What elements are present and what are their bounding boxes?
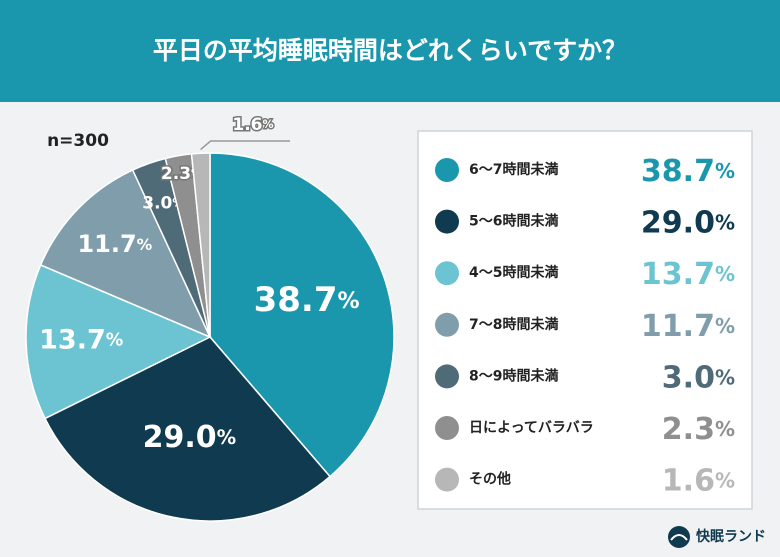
pie-slice (190, 152, 211, 338)
pie-slice (25, 264, 212, 420)
legend-swatch (435, 467, 459, 492)
value-label-part: % (217, 425, 237, 448)
legend-swatch (435, 416, 459, 440)
value-label-part: 29.0 (143, 419, 217, 454)
value-label: 13.7% (39, 324, 124, 355)
value-label: 29.0% (143, 419, 237, 454)
legend-swatch (435, 364, 459, 389)
legend-value-part: % (715, 313, 735, 337)
legend-value-part: % (715, 365, 735, 389)
chart-title: 平日の平均睡眠時間はどれくらいですか？ (153, 36, 627, 65)
legend-value: 11.7% (641, 308, 735, 343)
legend-swatch (435, 312, 459, 337)
value-label-part: 13.7 (39, 324, 106, 355)
value-label-part: 3.0 (142, 193, 172, 213)
legend-label: 6〜7時間未満 (469, 161, 558, 178)
sample-size: n=300 (47, 131, 109, 151)
brand-name: 快眠ランド (696, 528, 766, 545)
pie-slice (209, 152, 395, 478)
legend-value: 38.7% (641, 154, 735, 189)
legend-value-part: % (715, 468, 735, 492)
legend-value-part: 2.3 (662, 412, 715, 447)
value-label-part: % (263, 118, 274, 131)
legend-label: 8〜9時間未満 (469, 367, 558, 384)
brand-logo-mark (670, 534, 688, 541)
legend-value-part: % (715, 210, 735, 234)
legend-value-part: % (715, 159, 735, 183)
value-label-part: 38.7 (254, 280, 338, 320)
legend-label: その他 (469, 471, 511, 488)
value-label-part: % (137, 235, 153, 253)
legend-label: 日によってバラバラ (469, 420, 594, 436)
legend-value-part: 38.7 (641, 154, 715, 189)
legend-value-part: 29.0 (641, 205, 715, 240)
legend-value: 2.3% (662, 412, 735, 447)
legend-value-part: 1.6 (662, 463, 715, 498)
legend-value-part: 13.7 (641, 257, 715, 292)
pie-slice (39, 169, 212, 339)
legend-value-part: 3.0 (662, 360, 715, 395)
value-label: 38.7% (254, 280, 360, 320)
brand-logo (668, 526, 690, 548)
legend-value-part: % (715, 417, 735, 441)
legend-value-part: % (715, 262, 735, 286)
legend-swatch (435, 158, 459, 182)
legend-label: 5〜6時間未満 (469, 213, 558, 230)
value-label: 1.6% (232, 115, 273, 135)
legend-swatch (435, 209, 459, 234)
legend-box (417, 130, 753, 510)
legend-value: 13.7% (641, 257, 735, 292)
value-label-part: 1.6 (232, 115, 262, 135)
value-label-part: 2.3 (161, 164, 191, 184)
value-label-part: % (106, 331, 124, 351)
legend-value: 3.0% (662, 360, 735, 395)
legend-value: 29.0% (641, 205, 735, 240)
value-label: 11.7% (77, 230, 152, 258)
leader-line (200, 140, 290, 151)
value-label-part: % (337, 288, 359, 314)
pie-slice (44, 336, 331, 522)
legend-label: 7〜8時間未満 (469, 316, 558, 333)
value-label-part: 11.7 (77, 230, 136, 258)
legend-swatch (435, 261, 459, 286)
legend-value: 1.6% (662, 463, 735, 498)
legend-label: 4〜5時間未満 (469, 264, 558, 281)
header (0, 0, 780, 102)
legend-value-part: 11.7 (641, 308, 715, 343)
